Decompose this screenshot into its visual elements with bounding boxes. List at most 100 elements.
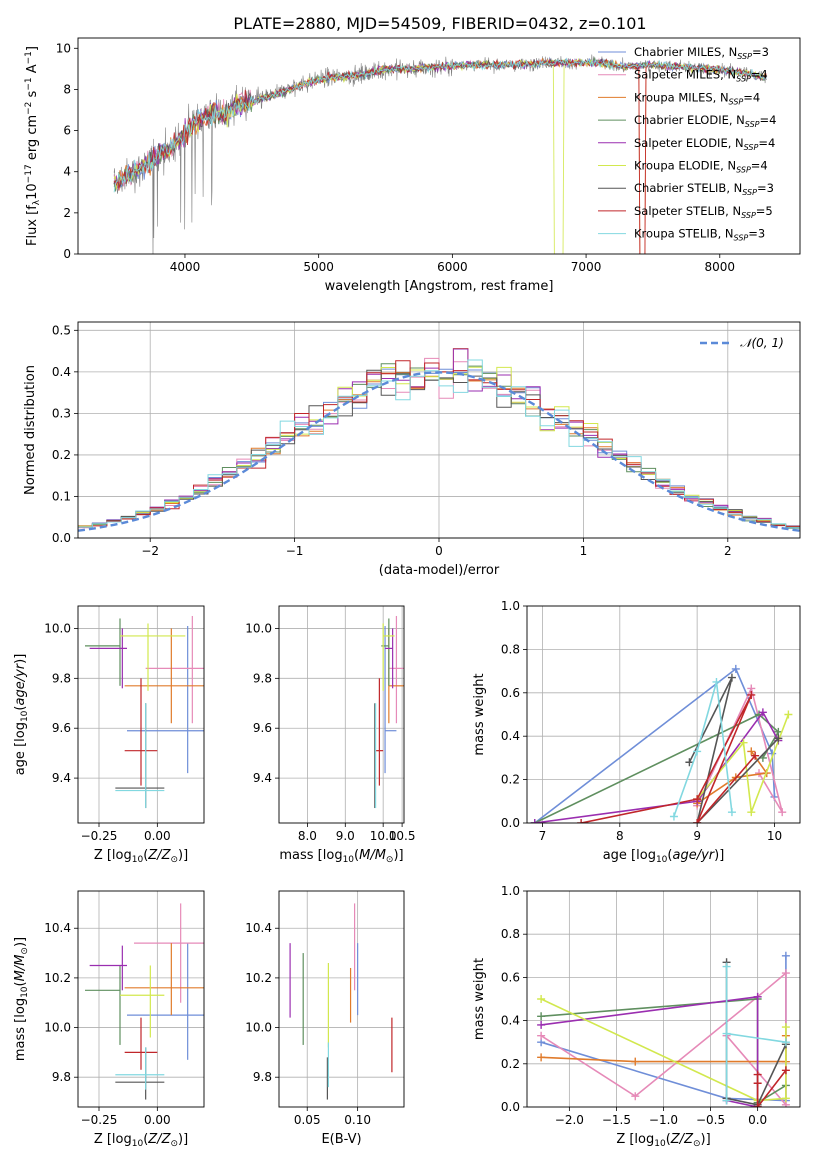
errorbar-point [124,943,204,1016]
x-axis-label: Z [log10(Z/Z⊙)] [94,1132,188,1149]
errorbar-point [375,678,384,786]
x-tick-label: 4000 [170,260,201,274]
x-axis-label: Z [log10(Z/Z⊙)] [616,1132,710,1149]
weight-marker [712,677,721,686]
errorbar-point [89,628,127,689]
y-tick-label: 0.0 [52,531,71,545]
x-tick-label: −2 [141,544,159,558]
panel-weight-Z: −2.0 −1.5 −1.0 −0.5 0.0 0.0 0.2 0.4 0.6 0.8 1.0 Z [… [472,884,801,1149]
y-tick-label: 0.3 [52,406,71,420]
normal-curve [78,371,800,532]
weight-marker [722,1096,731,1105]
axes-frame [278,605,405,824]
weight-marker [781,1038,790,1047]
weight-marker [537,1020,546,1029]
panel-weight-age: 7 8 9 10 0.0 0.2 0.4 0.6 0.8 1.0 age [log10(age/yr… [472,599,801,865]
y-tick-label: 0.6 [501,686,520,700]
y-axis-label: Flux [fλ10−17 erg cm−2 s−1 A−1] [24,46,42,246]
spectrum-legend: Chabrier MILES, NSSP=3 Salpeter MILES, NS… [598,45,776,243]
x-tick-label: 10 [767,829,782,843]
x-tick-label: 0.10 [344,1113,371,1127]
y-tick-label: 6 [63,124,71,138]
legend-label: Kroupa ELODIE, NSSP=4 [634,159,768,175]
y-tick-label: 10.0 [245,1021,272,1035]
y-axis-label: mass weight [472,673,487,755]
weight-marker [753,992,762,1001]
plot-area [113,54,767,254]
axes-frame [278,890,405,1108]
weight-marker [753,1103,762,1107]
weight-marker [693,747,702,756]
x-tick-label: 1 [580,544,588,558]
legend-label: 𝒩(0, 1) [740,336,784,350]
grid-lines [279,891,404,1107]
figure-title: PLATE=2880, MJD=54509, FIBERID=0432, z=0… [233,14,646,33]
legend-label: Chabrier MILES, NSSP=3 [634,45,769,61]
weight-marker [693,819,702,823]
spectrum-model-line [113,57,767,193]
weight-series-line [725,966,787,1101]
grid-lines [527,605,800,824]
plot-area [374,615,404,809]
x-axis-label: wavelength [Angstrom, rest frame] [325,279,554,294]
weight-marker [751,751,760,760]
x-tick-label: 0.05 [294,1113,321,1127]
y-tick-label: 4 [63,165,71,179]
x-tick-label: 8000 [705,260,736,274]
weight-series-line [540,998,787,1102]
y-tick-label: 0.4 [501,1014,520,1028]
y-tick-label: 10.2 [245,971,272,985]
weight-marker [781,1023,790,1032]
legend-label: Salpeter STELIB, NSSP=5 [634,204,773,220]
axes-frame [77,890,205,1108]
weight-marker [537,1012,546,1021]
x-tick-label: 0 [435,544,443,558]
plot-area [537,951,790,1107]
weight-marker [631,1092,640,1101]
panel-spectrum: 4000 5000 6000 7000 8000 0 2 4 6 8 10 wavelength [A… [24,37,801,294]
panel-mass-EBV: 0.05 0.10 9.8 10.0 10.2 10.4 E(B-V) [245,890,405,1147]
x-axis-label: (data-model)/error [379,563,500,578]
y-tick-label: 9.4 [52,771,71,785]
weight-marker [753,1070,762,1079]
weight-series-line [688,677,779,823]
legend-label: Kroupa STELIB, NSSP=3 [634,227,765,243]
y-tick-label: 9.4 [253,771,272,785]
errorbar-point [385,628,394,689]
errorbar-point [382,623,395,691]
x-tick-label: −1.0 [649,1113,678,1127]
weight-series-line [534,710,780,823]
x-axis-label: E(B-V) [321,1132,361,1147]
y-tick-label: 2 [63,206,71,220]
weight-marker [685,758,694,767]
errorbar-point [115,1047,165,1090]
weight-marker [784,710,793,719]
errorbar-point [388,615,404,724]
weight-marker [774,734,783,743]
errorbar-point [124,628,204,724]
x-tick-label: −2.0 [555,1113,584,1127]
legend-label: Salpeter MILES, NSSP=4 [634,68,768,84]
errorbar-point [89,945,127,991]
x-tick-label: 8 [616,829,624,843]
y-tick-label: 0.1 [52,489,71,503]
weight-marker [731,664,740,673]
y-tick-label: 0.0 [501,816,520,830]
axes-frame [77,37,801,255]
weight-marker [693,795,702,804]
x-tick-label: 7 [539,829,547,843]
weight-marker [530,819,539,823]
x-tick-label: 6000 [437,260,468,274]
y-tick-label: 9.8 [52,671,71,685]
errorbar-point [127,943,204,1060]
y-tick-label: 0.4 [52,365,71,379]
grid-lines [78,891,204,1107]
y-tick-label: 10.0 [44,1021,71,1035]
x-axis-label: age [log10(age/yr)] [603,848,725,865]
x-tick-label: 10.0 [370,829,397,843]
legend-label: Kroupa MILES, NSSP=4 [634,90,760,106]
grid-lines [78,322,800,539]
y-tick-label: 1.0 [501,884,520,898]
plot-area [289,903,393,1100]
